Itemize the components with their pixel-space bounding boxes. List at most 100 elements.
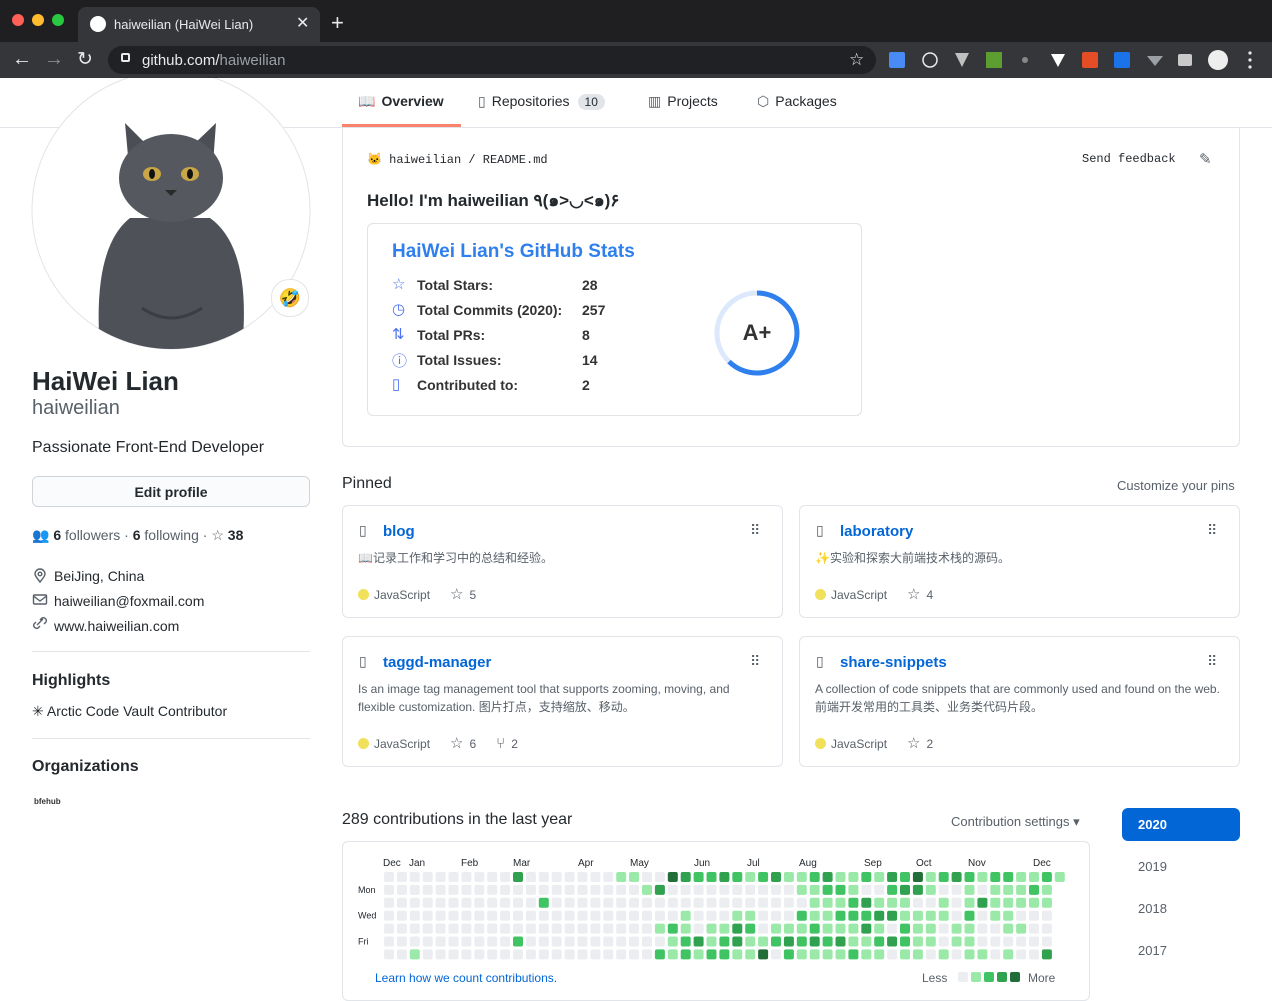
contribution-cell[interactable] xyxy=(525,949,536,960)
followers-label[interactable]: followers xyxy=(65,527,121,543)
contribution-cell[interactable] xyxy=(783,910,794,921)
contribution-cell[interactable] xyxy=(409,923,420,934)
contribution-cell[interactable] xyxy=(409,949,420,960)
contribution-cell[interactable] xyxy=(384,897,394,908)
contribution-cell[interactable] xyxy=(487,949,498,960)
contribution-cell[interactable] xyxy=(745,949,756,960)
contribution-cell[interactable] xyxy=(667,923,678,934)
contribution-cell[interactable] xyxy=(951,923,962,934)
contribution-cell[interactable] xyxy=(732,910,743,921)
contribution-cell[interactable] xyxy=(1003,872,1014,882)
contribution-cell[interactable] xyxy=(1054,872,1065,882)
contribution-cell[interactable] xyxy=(1016,872,1027,882)
contribution-cell[interactable] xyxy=(680,936,691,947)
contribution-cell[interactable] xyxy=(538,872,549,882)
contribution-cell[interactable] xyxy=(384,884,394,895)
contribution-cell[interactable] xyxy=(396,923,407,934)
contribution-cell[interactable] xyxy=(1016,923,1027,934)
contribution-cell[interactable] xyxy=(513,936,523,947)
followers-count[interactable]: 6 xyxy=(53,527,62,543)
contribution-cell[interactable] xyxy=(912,949,923,960)
contribution-cell[interactable] xyxy=(822,872,833,882)
contribution-cell[interactable] xyxy=(590,897,601,908)
contribution-cell[interactable] xyxy=(590,872,601,882)
contribution-cell[interactable] xyxy=(900,897,910,908)
contribution-cell[interactable] xyxy=(461,897,472,908)
contribution-cell[interactable] xyxy=(900,872,910,882)
contribution-cell[interactable] xyxy=(771,884,781,895)
contribution-cell[interactable] xyxy=(719,872,730,882)
contribution-cell[interactable] xyxy=(629,936,640,947)
contribution-cell[interactable] xyxy=(732,936,743,947)
contribution-cell[interactable] xyxy=(448,949,459,960)
contribution-cell[interactable] xyxy=(835,949,846,960)
contribution-cell[interactable] xyxy=(538,910,549,921)
contribution-cell[interactable] xyxy=(925,910,936,921)
contribution-cell[interactable] xyxy=(616,936,627,947)
contribution-cell[interactable] xyxy=(758,884,769,895)
contribution-cell[interactable] xyxy=(577,949,588,960)
contribution-cell[interactable] xyxy=(396,884,407,895)
contribution-cell[interactable] xyxy=(396,936,407,947)
contribution-cell[interactable] xyxy=(912,923,923,934)
contribution-cell[interactable] xyxy=(861,897,872,908)
contribution-cell[interactable] xyxy=(448,923,459,934)
contribution-cell[interactable] xyxy=(951,884,962,895)
contribution-cell[interactable] xyxy=(771,872,781,882)
contribution-cell[interactable] xyxy=(977,936,988,947)
contribution-cell[interactable] xyxy=(513,884,523,895)
nav-tab[interactable]: ⬡ Packages xyxy=(757,93,837,109)
contribution-cell[interactable] xyxy=(513,897,523,908)
contribution-cell[interactable] xyxy=(745,872,756,882)
contribution-cell[interactable] xyxy=(448,897,459,908)
contribution-cell[interactable] xyxy=(461,936,472,947)
contribution-cell[interactable] xyxy=(680,910,691,921)
contribution-cell[interactable] xyxy=(616,884,627,895)
contribution-cell[interactable] xyxy=(822,923,833,934)
contribution-cell[interactable] xyxy=(719,897,730,908)
contribution-cell[interactable] xyxy=(912,872,923,882)
contribution-cell[interactable] xyxy=(422,910,433,921)
contribution-cell[interactable] xyxy=(1029,884,1039,895)
nav-tab[interactable]: 📖 Overview xyxy=(358,93,444,109)
contribution-cell[interactable] xyxy=(809,872,820,882)
contribution-cell[interactable] xyxy=(409,872,420,882)
contribution-cell[interactable] xyxy=(887,949,898,960)
contribution-cell[interactable] xyxy=(706,884,717,895)
contribution-cell[interactable] xyxy=(590,949,601,960)
contribution-cell[interactable] xyxy=(912,897,923,908)
contribution-cell[interactable] xyxy=(654,884,665,895)
repo-name[interactable]: share-snippets xyxy=(840,654,947,671)
contribution-cell[interactable] xyxy=(667,872,678,882)
contribution-cell[interactable] xyxy=(835,910,846,921)
contribution-cell[interactable] xyxy=(900,923,910,934)
contribution-cell[interactable] xyxy=(977,923,988,934)
contribution-cell[interactable] xyxy=(409,884,420,895)
contribution-cell[interactable] xyxy=(925,949,936,960)
contribution-cell[interactable] xyxy=(680,897,691,908)
contribution-cell[interactable] xyxy=(809,936,820,947)
contribution-cell[interactable] xyxy=(551,949,562,960)
contribution-cell[interactable] xyxy=(603,949,614,960)
contribution-cell[interactable] xyxy=(977,910,988,921)
contribution-cell[interactable] xyxy=(990,910,1001,921)
contribution-cell[interactable] xyxy=(835,936,846,947)
stars-count[interactable]: 38 xyxy=(227,527,244,543)
year-link[interactable]: 2018 xyxy=(1138,901,1167,916)
contribution-cell[interactable] xyxy=(513,949,523,960)
contribution-cell[interactable] xyxy=(964,936,975,947)
contribution-cell[interactable] xyxy=(500,936,511,947)
contribution-cell[interactable] xyxy=(900,910,910,921)
contribution-cell[interactable] xyxy=(1016,897,1027,908)
contribution-cell[interactable] xyxy=(422,949,433,960)
contribution-cell[interactable] xyxy=(474,897,485,908)
contribution-cell[interactable] xyxy=(912,936,923,947)
contribution-cell[interactable] xyxy=(693,910,704,921)
contribution-cell[interactable] xyxy=(474,910,485,921)
reload[interactable]: ↻ xyxy=(77,49,93,70)
contribution-cell[interactable] xyxy=(642,897,652,908)
status-emoji[interactable]: 🤣 xyxy=(271,279,309,317)
contribution-cell[interactable] xyxy=(887,872,898,882)
contribution-cell[interactable] xyxy=(577,923,588,934)
contribution-cell[interactable] xyxy=(525,884,536,895)
